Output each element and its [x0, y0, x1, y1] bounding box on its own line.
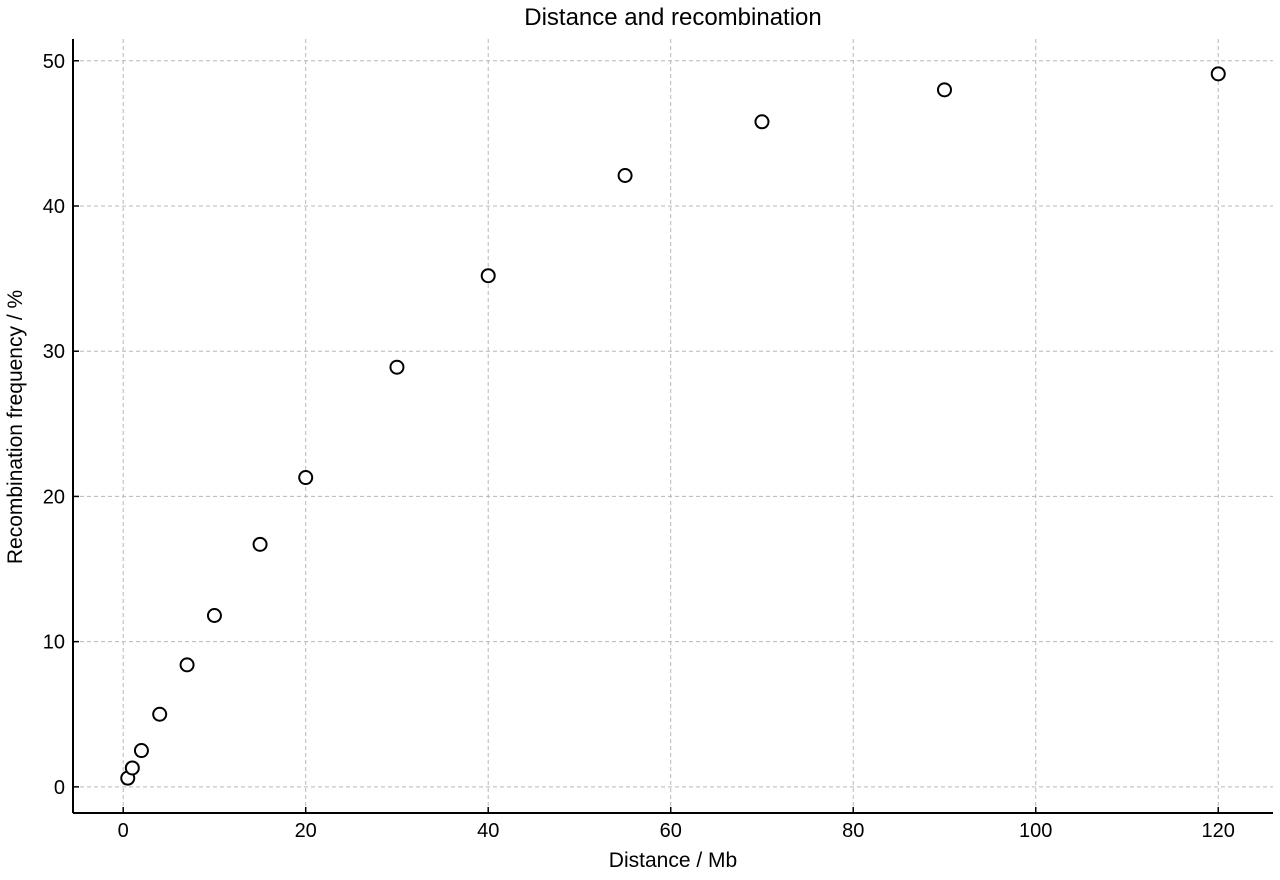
y-tick-label: 40 — [43, 196, 65, 218]
x-tick-label: 120 — [1202, 820, 1235, 842]
chart-title: Distance and recombination — [524, 4, 822, 31]
data-point — [206, 608, 222, 624]
data-point — [179, 657, 195, 673]
y-tick-label: 0 — [54, 777, 65, 799]
data-points-layer — [120, 66, 1226, 786]
x-tick-label: 80 — [842, 820, 864, 842]
data-point — [754, 114, 770, 130]
data-point — [124, 760, 140, 776]
ticks-layer: 0 20 40 60 80 100 120 0 10 20 30 40 50 — [43, 51, 1235, 842]
x-tick-label: 0 — [118, 820, 129, 842]
x-axis-label: Distance / Mb — [609, 849, 737, 872]
x-tick-label: 20 — [295, 820, 317, 842]
y-tick-label: 20 — [43, 486, 65, 508]
data-point — [252, 536, 268, 552]
x-tick-label: 40 — [477, 820, 499, 842]
data-point — [617, 168, 633, 184]
x-tick-label: 100 — [1019, 820, 1052, 842]
data-point — [133, 743, 149, 759]
data-point — [1210, 66, 1226, 82]
data-point — [152, 706, 168, 722]
grid-layer — [73, 39, 1273, 813]
data-point — [936, 82, 952, 98]
data-point — [480, 268, 496, 284]
data-point — [298, 470, 314, 486]
y-tick-label: 30 — [43, 341, 65, 363]
y-tick-label: 10 — [43, 632, 65, 654]
data-point — [389, 359, 405, 375]
x-tick-label: 60 — [660, 820, 682, 842]
y-axis-label: Recombination frequency / % — [4, 290, 27, 564]
axes-layer — [72, 39, 1273, 814]
y-tick-label: 50 — [43, 51, 65, 73]
